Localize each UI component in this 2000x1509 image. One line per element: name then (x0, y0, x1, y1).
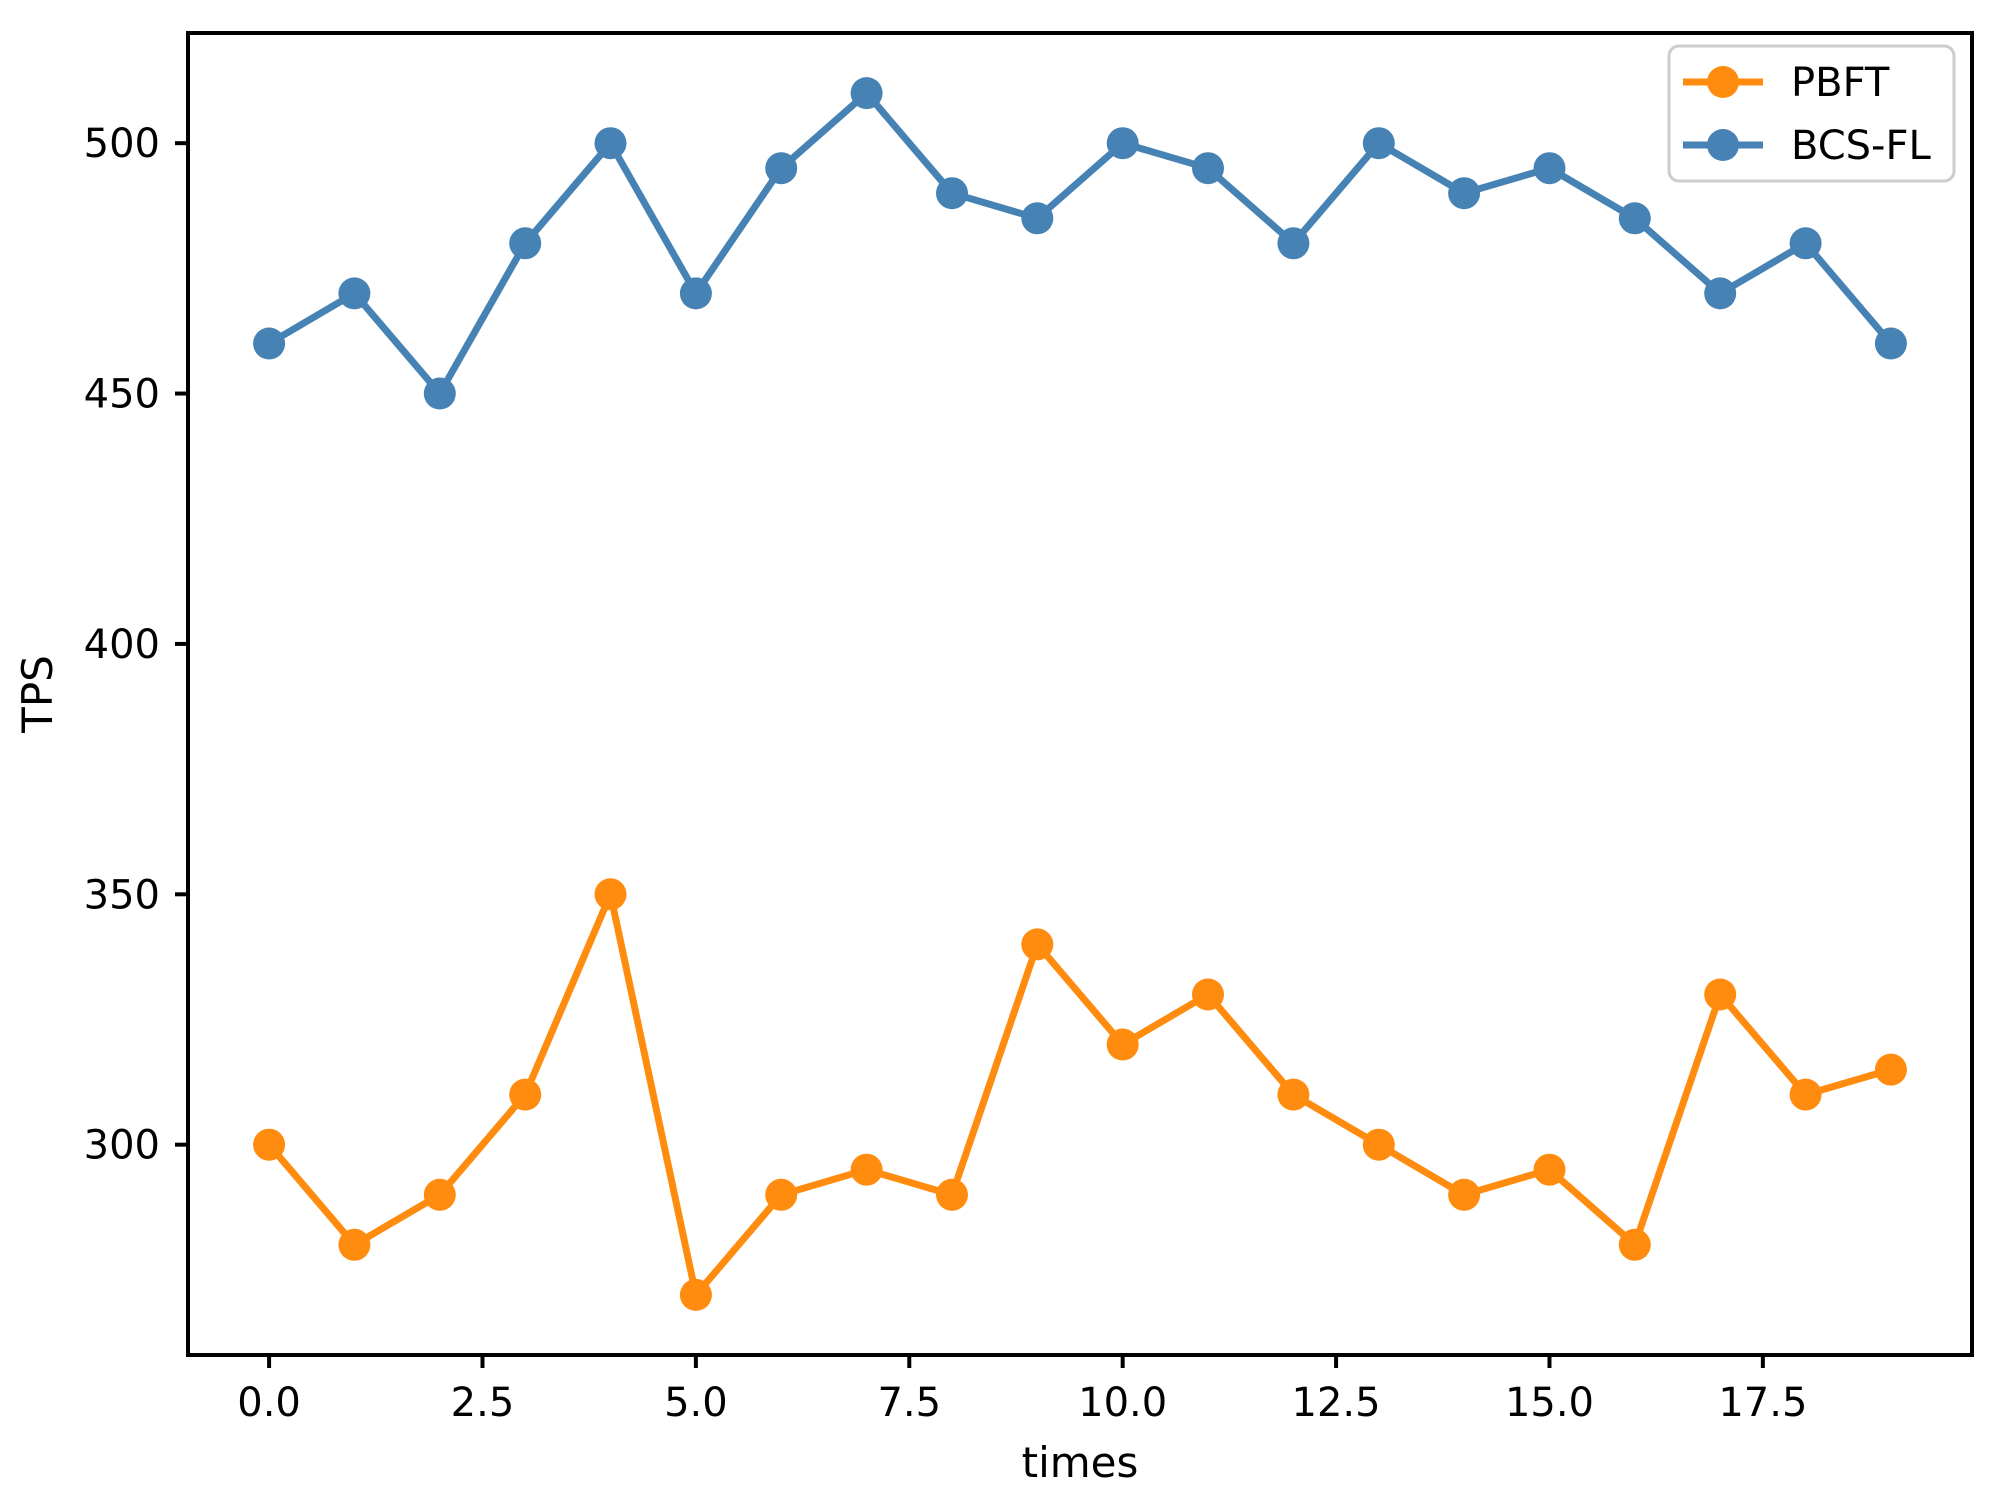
series-line-pbft (265, 890, 1895, 1299)
x-tick-label: 15.0 (1505, 1380, 1594, 1426)
data-point-pbft (1277, 1078, 1310, 1111)
data-point-bcs-fl (509, 227, 542, 260)
data-point-pbft (338, 1228, 371, 1261)
y-axis-label: TPS (13, 655, 62, 734)
x-axis-ticks: 0.0 2.5 5.0 7.5 10.0 12.5 15.0 17.5 (237, 1355, 1807, 1426)
data-point-bcs-fl (1277, 227, 1310, 260)
data-point-bcs-fl (1021, 202, 1054, 235)
data-point-pbft (1192, 978, 1224, 1011)
data-point-bcs-fl (1448, 177, 1481, 210)
x-tick-label: 12.5 (1292, 1380, 1381, 1426)
data-point-bcs-fl (1789, 227, 1822, 260)
plot-area (188, 33, 1972, 1355)
data-point-bcs-fl (1106, 127, 1139, 160)
x-tick-label: 10.0 (1078, 1380, 1167, 1426)
data-point-bcs-fl (1362, 127, 1395, 160)
x-tick-label: 17.5 (1718, 1380, 1807, 1426)
data-point-pbft (253, 1128, 286, 1161)
data-point-pbft (765, 1178, 798, 1211)
legend-label-bcsfl: BCS-FL (1791, 123, 1932, 169)
data-point-bcs-fl (1704, 277, 1737, 310)
data-point-bcs-fl (1618, 202, 1651, 235)
y-tick-label: 300 (84, 1123, 160, 1169)
data-point-bcs-fl (253, 327, 286, 360)
data-point-pbft (1448, 1178, 1481, 1211)
data-point-pbft (1618, 1228, 1651, 1261)
legend-marker-pbft-icon (1707, 66, 1739, 98)
data-point-bcs-fl (1533, 152, 1566, 185)
x-tick-label: 0.0 (237, 1380, 301, 1426)
data-series (253, 77, 1907, 1311)
x-tick-label: 7.5 (877, 1380, 941, 1426)
data-point-pbft (423, 1178, 456, 1211)
y-tick-label: 400 (84, 622, 160, 668)
data-point-bcs-fl (423, 377, 456, 410)
y-tick-label: 450 (84, 372, 160, 418)
y-tick-label: 500 (84, 121, 160, 167)
series-pbft (253, 878, 1907, 1311)
data-point-pbft (1362, 1128, 1395, 1161)
legend-label-pbft: PBFT (1791, 60, 1890, 106)
data-point-pbft (1021, 928, 1054, 961)
series-line-bcs-fl (265, 89, 1895, 397)
data-point-bcs-fl (936, 177, 968, 210)
data-point-pbft (1106, 1028, 1139, 1061)
data-point-bcs-fl (765, 152, 798, 185)
data-point-bcs-fl (1874, 327, 1907, 360)
x-tick-label: 2.5 (451, 1380, 515, 1426)
data-point-bcs-fl (1192, 152, 1224, 185)
legend: PBFT BCS-FL (1667, 44, 1956, 183)
data-point-pbft (850, 1153, 883, 1186)
data-point-bcs-fl (338, 277, 371, 310)
data-point-pbft (1704, 978, 1737, 1011)
data-point-pbft (1789, 1078, 1822, 1111)
data-point-pbft (594, 878, 627, 911)
series-bcs-fl (253, 77, 1907, 410)
data-point-bcs-fl (850, 77, 883, 110)
y-tick-label: 350 (84, 872, 160, 918)
legend-marker-bcsfl-icon (1707, 129, 1739, 161)
legend-entry-bcsfl: BCS-FL (1683, 123, 1932, 169)
x-axis-label: times (1022, 1438, 1139, 1487)
legend-entry-pbft: PBFT (1683, 60, 1890, 106)
data-point-bcs-fl (679, 277, 712, 310)
data-point-pbft (936, 1178, 968, 1211)
data-point-pbft (1874, 1053, 1907, 1086)
y-axis-ticks: 300 350 400 450 500 (84, 121, 188, 1169)
data-point-pbft (679, 1278, 712, 1311)
axes-spines (186, 31, 1974, 1357)
data-point-pbft (1533, 1153, 1566, 1186)
x-tick-label: 5.0 (664, 1380, 728, 1426)
data-point-pbft (509, 1078, 542, 1111)
data-point-bcs-fl (594, 127, 627, 160)
